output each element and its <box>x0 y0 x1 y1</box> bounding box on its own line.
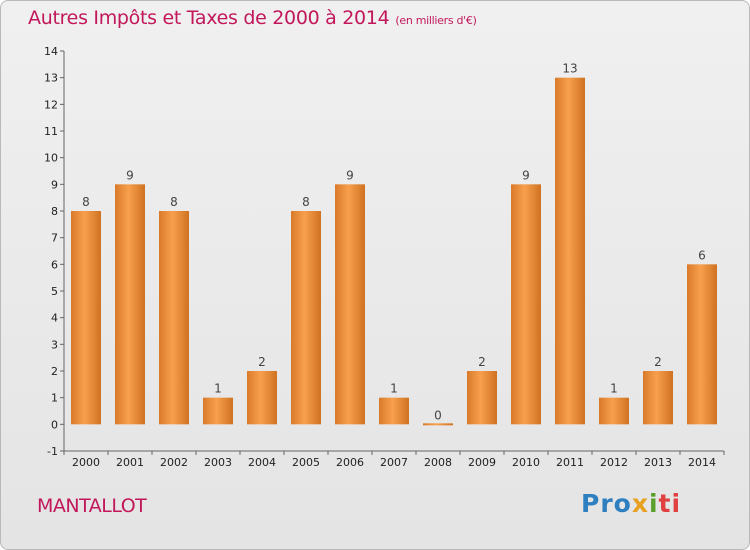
bar <box>599 397 629 425</box>
x-tick-label: 2003 <box>204 456 232 469</box>
x-tick-label: 2011 <box>556 456 584 469</box>
chart-title-text: Autres Impôts et Taxes de 2000 à 2014 <box>28 7 390 29</box>
y-tick-label: 1 <box>51 392 58 405</box>
bar <box>115 184 145 425</box>
bar-value-label: 2 <box>258 355 266 369</box>
x-tick-label: 2002 <box>160 456 188 469</box>
x-tick-label: 2001 <box>116 456 144 469</box>
bar <box>687 264 717 425</box>
bar <box>247 371 277 425</box>
bar <box>335 184 365 425</box>
bar <box>467 371 497 425</box>
bar <box>203 397 233 425</box>
bar-value-label: 8 <box>302 195 310 209</box>
x-tick-label: 2004 <box>248 456 276 469</box>
bar <box>291 211 321 425</box>
bar <box>643 371 673 425</box>
y-tick-label: -1 <box>47 445 58 458</box>
y-tick-label: 6 <box>51 258 58 271</box>
bar-value-label: 1 <box>390 382 398 396</box>
x-tick-label: 2000 <box>72 456 100 469</box>
y-tick-label: 10 <box>44 152 58 165</box>
chart-title: Autres Impôts et Taxes de 2000 à 2014 (en… <box>28 7 477 29</box>
y-tick-label: 9 <box>51 178 58 191</box>
bar-value-label: 13 <box>562 62 577 76</box>
y-tick-label: 7 <box>51 232 58 245</box>
y-tick-label: 3 <box>51 338 58 351</box>
town-name: MANTALLOT <box>37 495 147 517</box>
y-tick-label: 2 <box>51 365 58 378</box>
bar <box>423 423 453 426</box>
x-tick-label: 2005 <box>292 456 320 469</box>
x-tick-label: 2007 <box>380 456 408 469</box>
bar-value-label: 9 <box>126 168 134 182</box>
y-tick-label: 5 <box>51 285 58 298</box>
x-tick-label: 2012 <box>600 456 628 469</box>
bar-value-label: 6 <box>698 248 706 262</box>
chart-title-unit: (en milliers d'€) <box>395 14 477 27</box>
y-tick-label: 0 <box>51 418 58 431</box>
y-tick-label: 4 <box>51 312 58 325</box>
bar-value-label: 0 <box>434 408 442 422</box>
bar-value-label: 1 <box>610 382 618 396</box>
y-tick-label: 11 <box>44 125 58 138</box>
x-tick-label: 2008 <box>424 456 452 469</box>
y-tick-label: 14 <box>44 45 58 58</box>
y-tick-label: 12 <box>44 98 58 111</box>
x-tick-label: 2014 <box>688 456 716 469</box>
x-tick-label: 2013 <box>644 456 672 469</box>
bar-value-label: 9 <box>522 168 530 182</box>
x-tick-label: 2006 <box>336 456 364 469</box>
x-tick-label: 2010 <box>512 456 540 469</box>
bar-value-label: 8 <box>82 195 90 209</box>
bar <box>379 397 409 425</box>
bar-value-label: 1 <box>214 382 222 396</box>
bar <box>71 211 101 425</box>
bar-value-label: 8 <box>170 195 178 209</box>
bar-value-label: 2 <box>654 355 662 369</box>
bar <box>159 211 189 425</box>
bar <box>555 77 585 425</box>
bar-value-label: 2 <box>478 355 486 369</box>
bar-value-label: 9 <box>346 168 354 182</box>
y-tick-label: 8 <box>51 205 58 218</box>
x-tick-label: 2009 <box>468 456 496 469</box>
proxiti-logo: Proxiti <box>581 489 682 518</box>
bar <box>511 184 541 425</box>
y-tick-label: 13 <box>44 72 58 85</box>
